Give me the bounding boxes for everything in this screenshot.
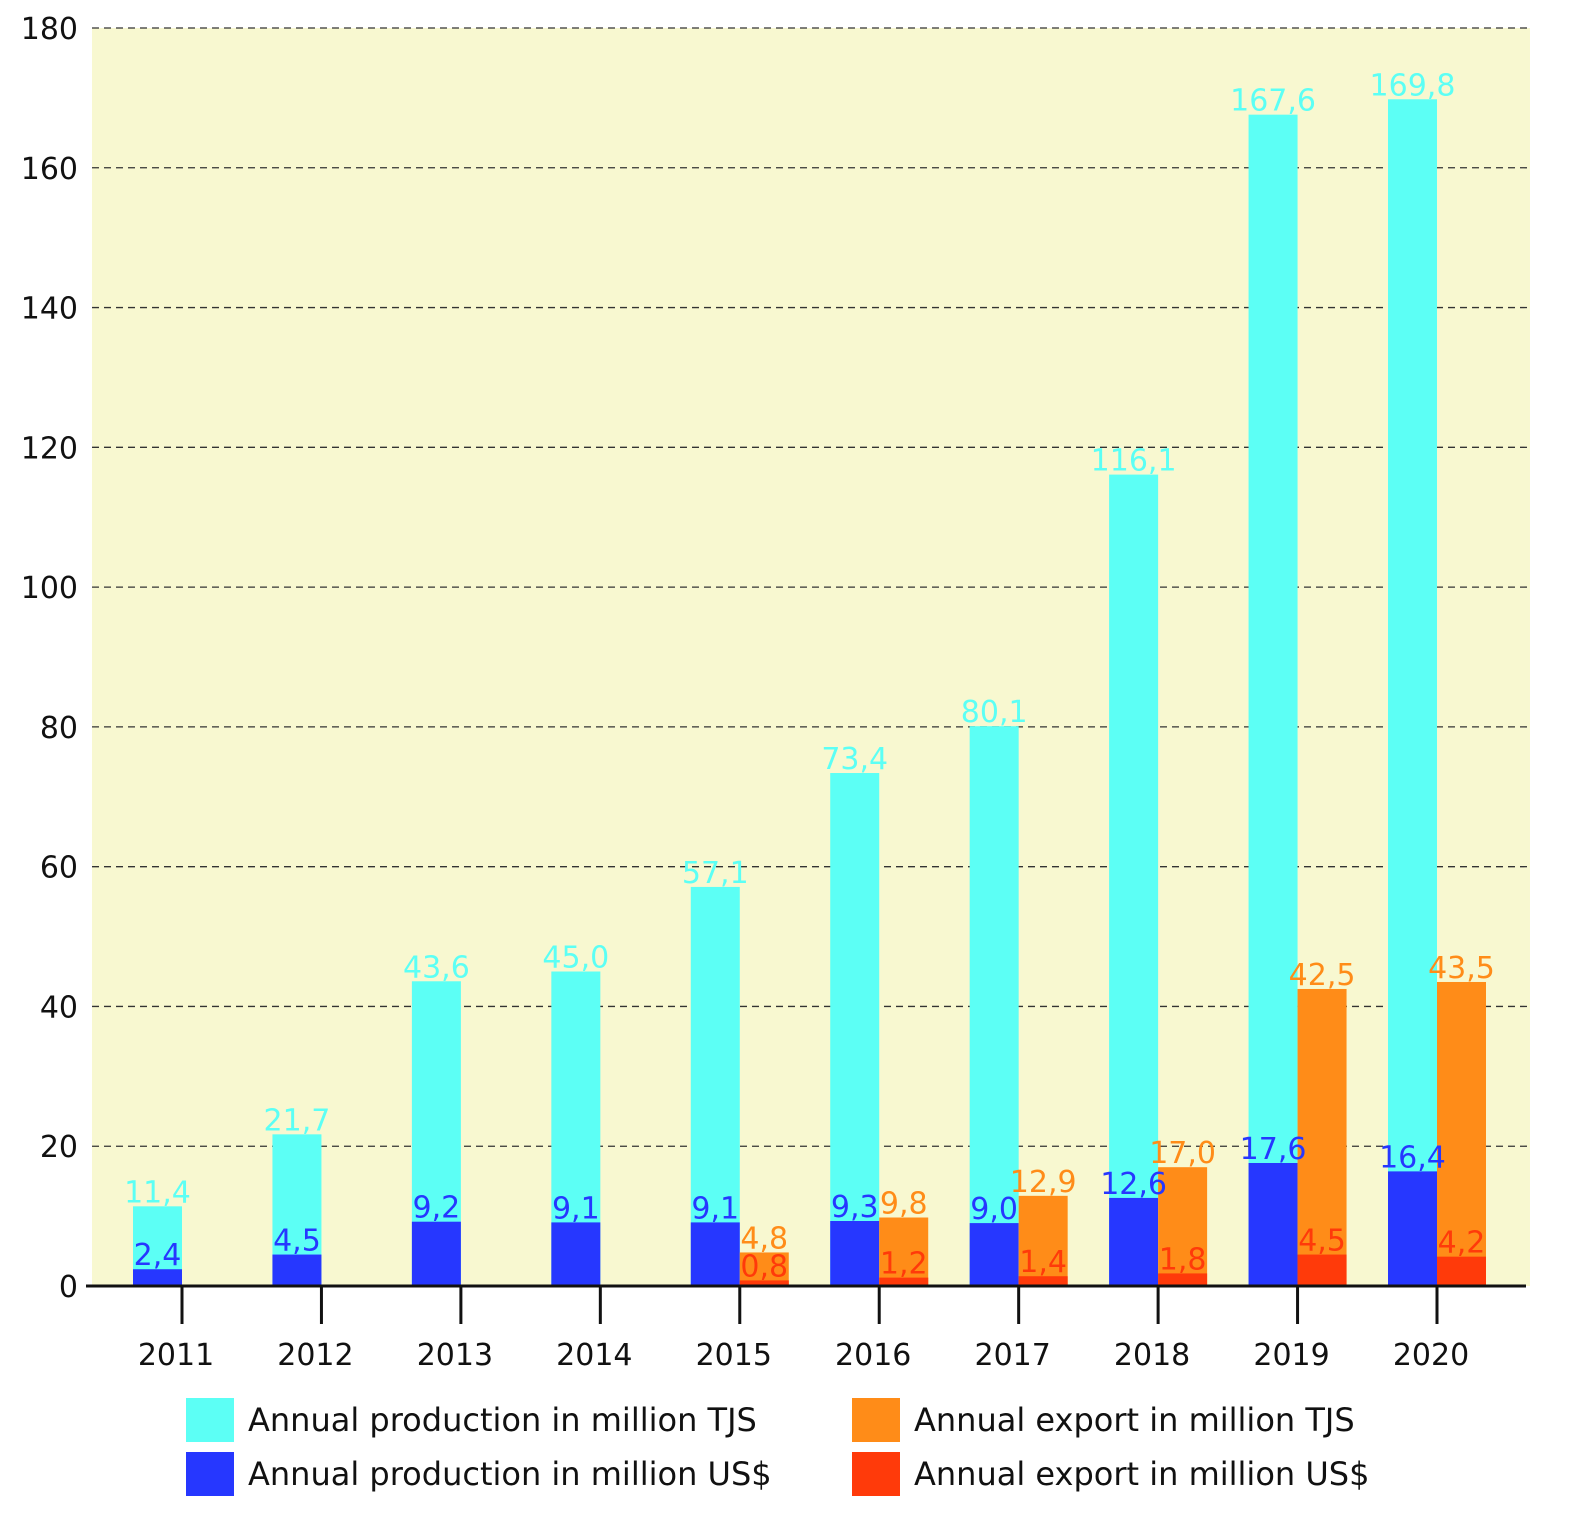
data-label-annual-production-in-million-us-2019: 17,6: [1240, 1132, 1307, 1167]
bar-annual-production-in-million-tjs-2020: [1388, 99, 1437, 1287]
bar-annual-production-in-million-us-2016: [830, 1221, 880, 1286]
bar-annual-export-in-million-tjs-2020: [1437, 981, 1486, 1286]
legend-swatch-annual-export-in-million-us: [852, 1452, 900, 1496]
y-tick-label-100: 100: [21, 571, 78, 606]
y-tick-label-0: 0: [59, 1270, 78, 1305]
bar-annual-export-in-million-us-2017: [1018, 1276, 1068, 1286]
data-label-annual-production-in-million-tjs-2011: 11,4: [124, 1175, 191, 1210]
data-label-annual-production-in-million-us-2012: 4,5: [273, 1224, 321, 1259]
data-label-annual-production-in-million-tjs-2020: 169,8: [1370, 68, 1456, 103]
bars: [133, 99, 1486, 1287]
data-label-annual-production-in-million-tjs-2015: 57,1: [682, 856, 749, 891]
legend-swatch-annual-export-in-million-tjs: [852, 1398, 900, 1442]
x-tick-label-2011: 2011: [138, 1338, 214, 1373]
legend: Annual production in million TJS Annual e…: [186, 1398, 1369, 1496]
x-tick-label-2019: 2019: [1253, 1338, 1329, 1373]
bar-annual-export-in-million-us-2016: [879, 1277, 929, 1286]
x-tick-label-2018: 2018: [1114, 1338, 1190, 1373]
bar-annual-production-in-million-us-2011: [133, 1269, 182, 1286]
bar-annual-export-in-million-us-2018: [1158, 1273, 1208, 1286]
data-labels: 11,42,421,74,543,69,245,09,157,19,14,80,…: [124, 68, 1495, 1284]
x-tick-label-2013: 2013: [417, 1338, 493, 1373]
bar-annual-export-in-million-us-2019: [1297, 1254, 1347, 1286]
x-tick-label-2015: 2015: [696, 1338, 772, 1373]
legend-swatch-annual-production-in-million-tjs: [186, 1398, 234, 1442]
data-label-annual-export-in-million-tjs-2016: 9,8: [880, 1187, 928, 1222]
data-label-annual-production-in-million-tjs-2012: 21,7: [264, 1103, 331, 1138]
bar-annual-export-in-million-tjs-2016: [879, 1217, 929, 1286]
x-tick-label-2020: 2020: [1393, 1338, 1469, 1373]
data-label-annual-production-in-million-us-2014: 9,1: [552, 1191, 600, 1226]
x-tick-label-2014: 2014: [556, 1338, 632, 1373]
y-tick-label-80: 80: [40, 711, 78, 746]
legend-label-annual-export-in-million-tjs: Annual export in million TJS: [914, 1401, 1355, 1439]
y-tick-label-20: 20: [40, 1130, 78, 1165]
data-label-annual-production-in-million-us-2020: 16,4: [1379, 1140, 1446, 1175]
data-label-annual-production-in-million-tjs-2018: 116,1: [1091, 444, 1177, 479]
bar-annual-production-in-million-tjs-2018: [1109, 474, 1159, 1287]
y-tick-label-40: 40: [40, 990, 78, 1025]
x-tick-label-2016: 2016: [835, 1338, 911, 1373]
bar-annual-production-in-million-us-2019: [1248, 1162, 1298, 1286]
bar-annual-production-in-million-tjs-2017: [969, 726, 1019, 1286]
bar-annual-production-in-million-us-2018: [1109, 1197, 1159, 1286]
data-label-annual-export-in-million-us-2020: 4,2: [1438, 1226, 1486, 1261]
y-tick-label-140: 140: [21, 292, 78, 327]
data-label-annual-export-in-million-tjs-2020: 43,5: [1428, 951, 1495, 986]
y-tick-label-120: 120: [21, 431, 78, 466]
data-label-annual-production-in-million-us-2013: 9,2: [413, 1191, 461, 1226]
bar-annual-production-in-million-us-2013: [411, 1221, 461, 1286]
bar-annual-export-in-million-tjs-2019: [1297, 988, 1347, 1286]
x-tick-label-2017: 2017: [974, 1338, 1050, 1373]
legend-label-annual-export-in-million-us: Annual export in million US$: [914, 1455, 1369, 1493]
data-label-annual-export-in-million-tjs-2017: 12,9: [1010, 1165, 1077, 1200]
bar-annual-production-in-million-us-2015: [690, 1222, 740, 1286]
bar-annual-production-in-million-tjs-2015: [690, 886, 740, 1286]
data-label-annual-export-in-million-tjs-2015: 4,8: [740, 1221, 788, 1256]
x-axis-ticks: 2011 2012 2013 2014 2015 2016 2017 2018 2019 2020: [138, 1286, 1469, 1373]
data-label-annual-production-in-million-us-2016: 9,3: [831, 1190, 879, 1225]
data-label-annual-production-in-million-tjs-2013: 43,6: [403, 950, 470, 985]
bar-annual-production-in-million-tjs-2016: [830, 773, 880, 1286]
data-label-annual-export-in-million-us-2018: 1,8: [1159, 1242, 1207, 1277]
y-axis-ticks: 0 20 40 60 80 100 120 140 160 180: [21, 12, 78, 1305]
data-label-annual-production-in-million-tjs-2016: 73,4: [821, 742, 888, 777]
bar-annual-export-in-million-tjs-2017: [1018, 1195, 1068, 1286]
y-tick-label-180: 180: [21, 12, 78, 47]
bar-annual-production-in-million-us-2012: [272, 1254, 322, 1286]
bar-annual-production-in-million-tjs-2019: [1248, 114, 1298, 1286]
data-label-annual-export-in-million-tjs-2019: 42,5: [1289, 958, 1356, 993]
data-label-annual-export-in-million-tjs-2018: 17,0: [1149, 1136, 1216, 1171]
bar-annual-production-in-million-us-2014: [551, 1222, 601, 1286]
data-label-annual-production-in-million-us-2017: 9,0: [970, 1192, 1018, 1227]
data-label-annual-export-in-million-us-2019: 4,5: [1298, 1224, 1346, 1259]
data-label-annual-production-in-million-us-2015: 9,1: [691, 1191, 739, 1226]
data-label-annual-export-in-million-us-2015: 0,8: [740, 1249, 788, 1284]
data-label-annual-production-in-million-us-2018: 12,6: [1100, 1167, 1167, 1202]
data-label-annual-production-in-million-tjs-2014: 45,0: [542, 941, 609, 976]
y-tick-label-60: 60: [40, 851, 78, 886]
data-label-annual-export-in-million-us-2016: 1,2: [880, 1247, 928, 1282]
data-label-annual-production-in-million-tjs-2019: 167,6: [1230, 84, 1316, 119]
data-label-annual-production-in-million-us-2011: 2,4: [134, 1238, 182, 1273]
bar-annual-production-in-million-us-2020: [1388, 1171, 1437, 1286]
x-tick-label-2012: 2012: [277, 1338, 353, 1373]
legend-label-annual-production-in-million-tjs: Annual production in million TJS: [248, 1401, 757, 1439]
bar-annual-production-in-million-us-2017: [969, 1223, 1019, 1286]
legend-label-annual-production-in-million-us: Annual production in million US$: [248, 1455, 772, 1493]
legend-swatch-annual-production-in-million-us: [186, 1452, 234, 1496]
data-label-annual-production-in-million-tjs-2017: 80,1: [961, 695, 1028, 730]
bar-annual-export-in-million-tjs-2018: [1158, 1167, 1208, 1286]
y-tick-label-160: 160: [21, 152, 78, 187]
data-label-annual-export-in-million-us-2017: 1,4: [1019, 1245, 1067, 1280]
bar-annual-export-in-million-us-2015: [739, 1280, 789, 1286]
bar-annual-export-in-million-us-2020: [1437, 1256, 1486, 1286]
